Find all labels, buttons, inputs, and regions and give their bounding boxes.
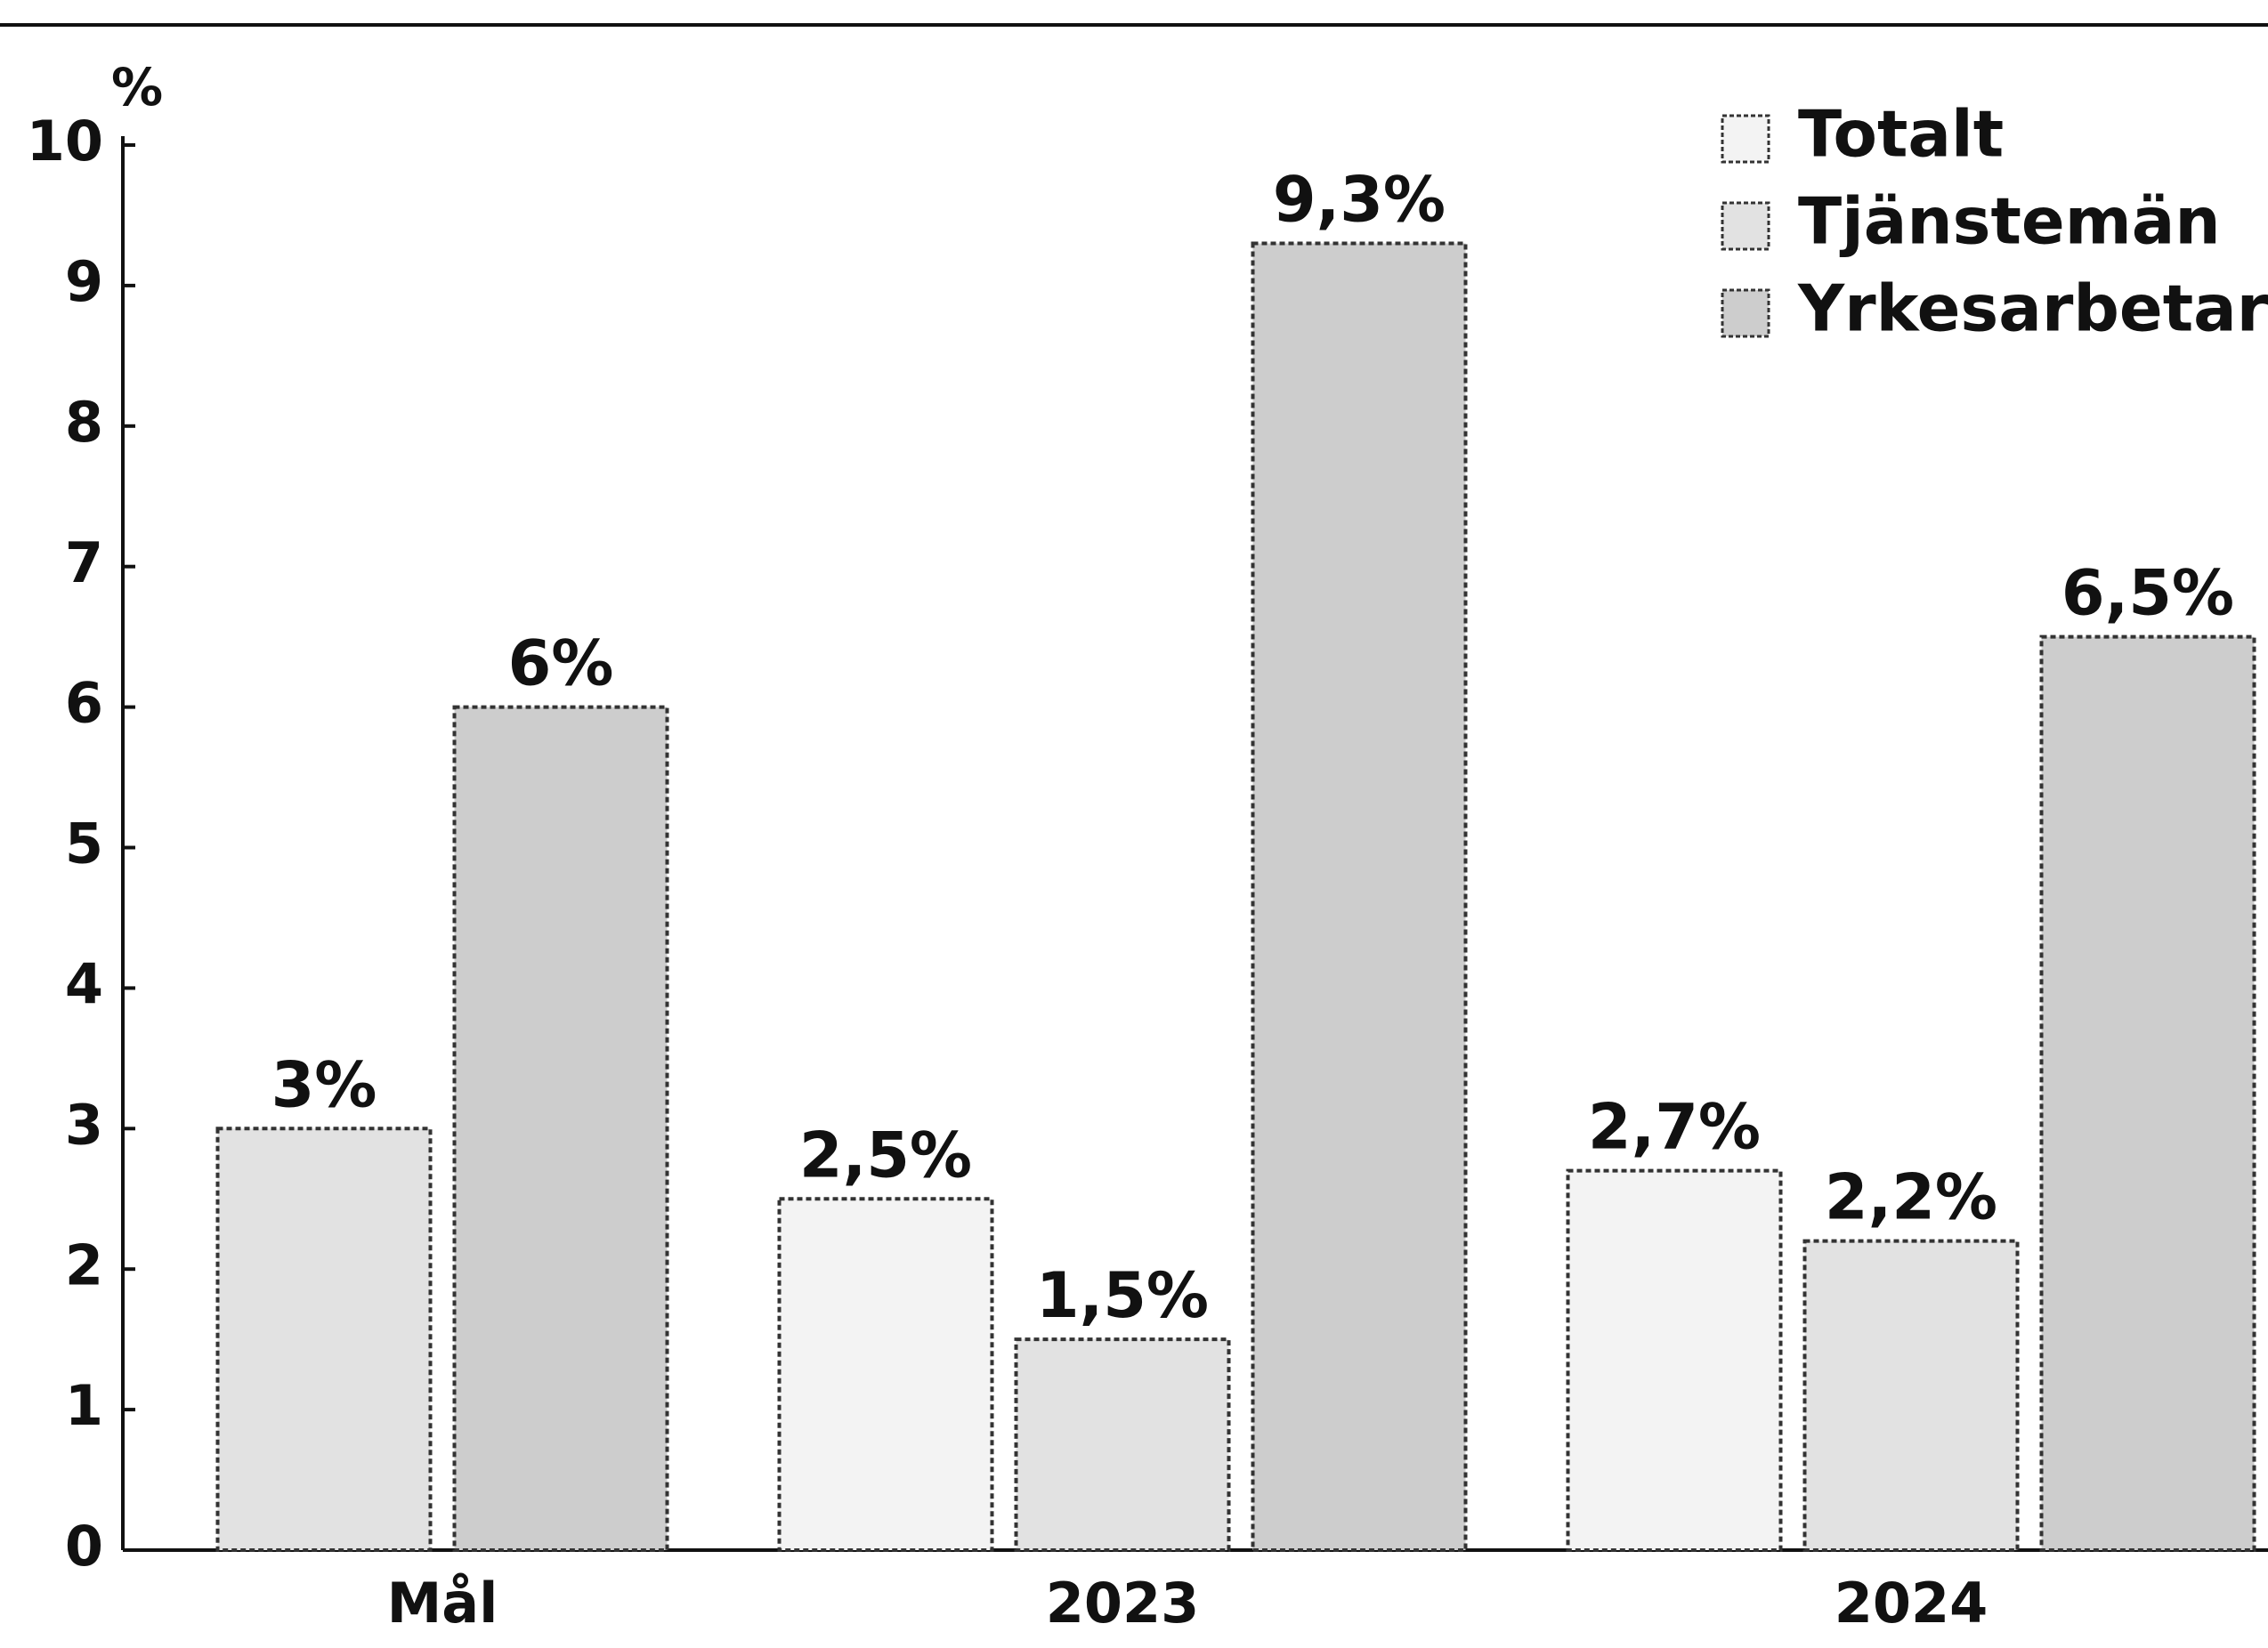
bar [777, 1197, 994, 1552]
y-tick-label: 4 [65, 951, 103, 1016]
legend-label: Yrkesarbetare [1797, 271, 2268, 346]
legend-label: Totalt [1798, 97, 2004, 172]
y-tick-label: 1 [65, 1373, 103, 1438]
value-label: 2,7% [1588, 1091, 1761, 1164]
bar [1802, 1239, 2020, 1552]
value-label: 6,5% [2061, 557, 2234, 630]
y-tick-label: 7 [65, 530, 103, 595]
x-tick-label: 2023 [1046, 1571, 1200, 1636]
bar [215, 1127, 433, 1553]
y-tick-label: 8 [65, 390, 103, 455]
value-label: 2,5% [799, 1119, 972, 1192]
bar [1251, 241, 1468, 1552]
value-label: 3% [271, 1048, 377, 1121]
value-label: 2,2% [1825, 1161, 1997, 1234]
x-tick-label: 2024 [1835, 1571, 1989, 1636]
legend-swatch [1721, 114, 1770, 164]
y-tick-label: 3 [65, 1092, 103, 1157]
y-axis-label: % [111, 57, 163, 117]
y-tick-label: 6 [65, 671, 103, 736]
y-tick-label: 0 [65, 1514, 103, 1579]
x-tick-label: Mål [387, 1571, 498, 1636]
value-label: 6% [508, 627, 614, 700]
y-tick-label: 5 [65, 812, 103, 877]
y-tick-label: 10 [27, 109, 103, 174]
value-label: 9,3% [1273, 164, 1446, 237]
value-label: 1,5% [1036, 1259, 1209, 1332]
bar [1566, 1168, 1783, 1553]
bar [452, 705, 669, 1552]
legend-label: Tjänstemän [1798, 184, 2221, 259]
legend-swatch [1721, 288, 1770, 338]
bar [1014, 1337, 1231, 1553]
bar [2039, 634, 2256, 1552]
y-tick-label: 9 [65, 249, 103, 314]
y-tick-label: 2 [65, 1232, 103, 1297]
legend-swatch [1721, 201, 1770, 251]
